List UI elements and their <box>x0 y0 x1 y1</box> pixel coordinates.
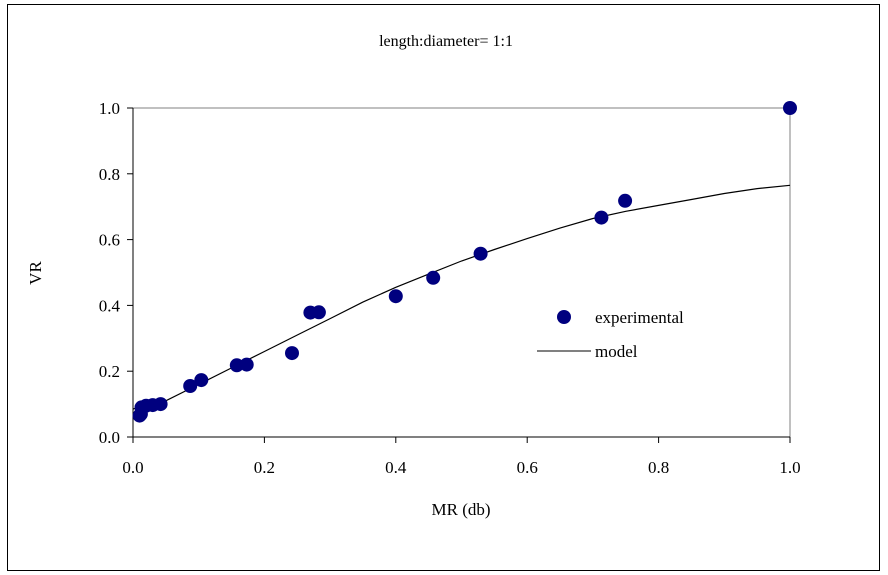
data-point <box>783 101 797 115</box>
legend-label-model: model <box>595 342 638 361</box>
y-tick-label: 1.0 <box>99 99 120 118</box>
data-point <box>285 346 299 361</box>
data-point <box>153 397 168 412</box>
y-tick-label: 0.2 <box>99 362 120 381</box>
legend-marker-experimental <box>557 310 571 324</box>
x-axis-label: MR (db) <box>431 500 490 519</box>
y-tick-label: 0.4 <box>99 296 121 315</box>
x-tick-label: 0.0 <box>122 458 143 477</box>
data-point <box>183 379 198 393</box>
x-tick-label: 1.0 <box>779 458 800 477</box>
legend-label-experimental: experimental <box>595 308 684 327</box>
x-tick-label: 0.4 <box>385 458 407 477</box>
data-point <box>388 289 403 304</box>
data-point <box>239 357 254 372</box>
data-point <box>426 270 441 285</box>
data-point <box>194 373 209 388</box>
y-tick-label: 0.8 <box>99 165 120 184</box>
axes: 0.0 0.2 0.4 0.6 0.8 1.0 0.0 0.2 0.4 0.6 0.8 1.0 <box>99 99 801 477</box>
data-point <box>594 210 609 225</box>
y-tick-label: 0.6 <box>99 231 120 250</box>
experimental-series <box>132 101 797 423</box>
data-point <box>311 305 326 320</box>
x-tick-label: 0.8 <box>648 458 669 477</box>
y-tick-label: 0.0 <box>99 428 120 447</box>
y-axis-label: VR <box>26 261 45 285</box>
x-tick-label: 0.2 <box>254 458 275 477</box>
data-point <box>473 246 488 261</box>
data-point <box>618 193 633 208</box>
x-tick-label: 0.6 <box>517 458 538 477</box>
chart-title: length:diameter= 1:1 <box>379 33 513 50</box>
plot-area <box>132 107 791 438</box>
legend: experimental model <box>537 308 684 361</box>
